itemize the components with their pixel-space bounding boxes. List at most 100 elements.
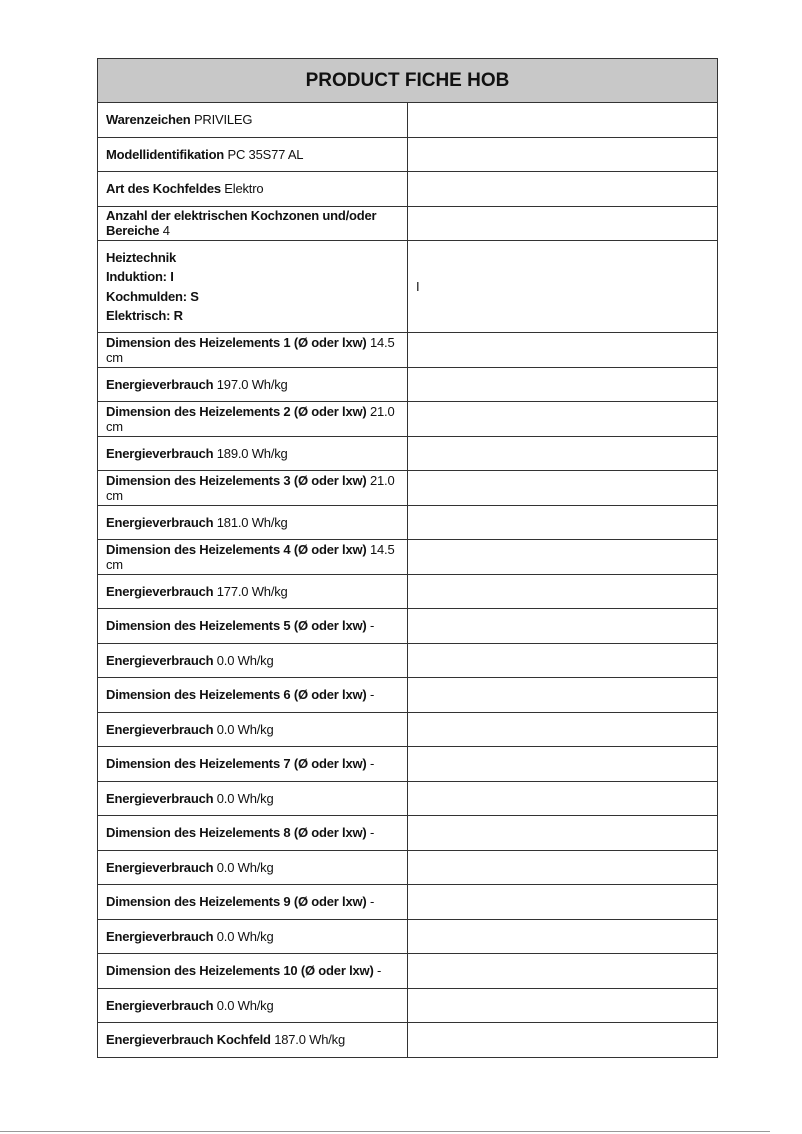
field-label: Energieverbrauch xyxy=(106,790,214,806)
field-label: Dimension des Heizelements 7 (Ø oder lxw… xyxy=(106,756,367,772)
field-value: 181.0 Wh/kg xyxy=(216,514,288,530)
value-cell xyxy=(407,171,718,207)
table-row: Energieverbrauch 0.0 Wh/kg xyxy=(97,780,718,816)
field-value: 187.0 Wh/kg xyxy=(274,1032,345,1048)
value-cell xyxy=(407,884,718,920)
value-cell xyxy=(407,677,718,713)
table-row: Dimension des Heizelements 8 (Ø oder lxw… xyxy=(97,815,718,851)
table-row: Energieverbrauch 197.0 Wh/kg xyxy=(97,366,718,402)
label-cell: Anzahl der elektrischen Kochzonen und/od… xyxy=(97,205,408,241)
table-row: Dimension des Heizelements 1 (Ø oder lxw… xyxy=(97,332,718,368)
field-value: - xyxy=(369,618,375,634)
table-row: Energieverbrauch 0.0 Wh/kg xyxy=(97,987,718,1023)
field-label: Anzahl der elektrischen Kochzonen und/od… xyxy=(106,208,377,239)
table-row: Dimension des Heizelements 10 (Ø oder lx… xyxy=(97,953,718,989)
field-value: 0.0 Wh/kg xyxy=(216,859,274,875)
label-cell: Energieverbrauch 0.0 Wh/kg xyxy=(97,711,408,747)
value-cell xyxy=(407,711,718,747)
field-label: Warenzeichen xyxy=(106,112,191,128)
field-value: Elektro xyxy=(224,181,264,197)
field-value: 197.0 Wh/kg xyxy=(216,376,288,392)
product-fiche-table: PRODUCT FICHE HOB Warenzeichen PRIVILEG M… xyxy=(97,58,718,1058)
table-row: Dimension des Heizelements 2 (Ø oder lxw… xyxy=(97,401,718,437)
value-cell xyxy=(407,642,718,678)
table-row: Energieverbrauch 189.0 Wh/kg xyxy=(97,435,718,471)
field-value: 177.0 Wh/kg xyxy=(216,583,288,599)
label-cell: Energieverbrauch 0.0 Wh/kg xyxy=(97,918,408,954)
table-body: Warenzeichen PRIVILEG Modellidentifikatio… xyxy=(97,102,718,1058)
table-row: Energieverbrauch Kochfeld 187.0 Wh/kg xyxy=(97,1022,718,1058)
label-cell: Dimension des Heizelements 8 (Ø oder lxw… xyxy=(97,815,408,851)
label-cell: Energieverbrauch 181.0 Wh/kg xyxy=(97,504,408,540)
field-label: Dimension des Heizelements 10 (Ø oder lx… xyxy=(106,963,374,979)
field-label: Energieverbrauch xyxy=(106,997,214,1013)
field-value: 0.0 Wh/kg xyxy=(216,997,274,1013)
label-cell: Dimension des Heizelements 7 (Ø oder lxw… xyxy=(97,746,408,782)
value-cell xyxy=(407,849,718,885)
heating-line: Heiztechnik xyxy=(106,249,177,265)
field-label: Dimension des Heizelements 1 (Ø oder lxw… xyxy=(106,334,367,350)
label-cell: Energieverbrauch 0.0 Wh/kg xyxy=(97,987,408,1023)
table-title: PRODUCT FICHE HOB xyxy=(97,58,718,103)
label-cell: Energieverbrauch 197.0 Wh/kg xyxy=(97,366,408,402)
value-cell xyxy=(407,1022,718,1058)
field-value: 0.0 Wh/kg xyxy=(216,928,274,944)
table-row: Energieverbrauch 0.0 Wh/kg xyxy=(97,849,718,885)
field-value: 4 xyxy=(162,223,170,239)
label-cell: Energieverbrauch 0.0 Wh/kg xyxy=(97,849,408,885)
value-cell xyxy=(407,205,718,241)
table-row: Dimension des Heizelements 9 (Ø oder lxw… xyxy=(97,884,718,920)
table-row: Energieverbrauch 0.0 Wh/kg xyxy=(97,711,718,747)
label-cell: Warenzeichen PRIVILEG xyxy=(97,102,408,138)
field-value: 14.5 cm xyxy=(106,541,395,572)
heating-line: Induktion: I xyxy=(106,269,174,284)
page-footer-divider xyxy=(0,1131,770,1132)
value-cell xyxy=(407,608,718,644)
value-cell xyxy=(407,815,718,851)
table-row: Dimension des Heizelements 4 (Ø oder lxw… xyxy=(97,539,718,575)
table-row: Energieverbrauch 0.0 Wh/kg xyxy=(97,918,718,954)
table-row: Modellidentifikation PC 35S77 AL xyxy=(97,136,718,172)
heating-value-cell: I xyxy=(407,240,718,333)
field-value: 0.0 Wh/kg xyxy=(216,790,274,806)
field-value: - xyxy=(377,963,382,979)
field-label: Dimension des Heizelements 6 (Ø oder lxw… xyxy=(106,687,367,703)
field-label: Energieverbrauch xyxy=(106,583,214,599)
field-value: - xyxy=(369,687,375,703)
value-cell xyxy=(407,573,718,609)
label-cell: Dimension des Heizelements 1 (Ø oder lxw… xyxy=(97,332,408,368)
table-row: Energieverbrauch 177.0 Wh/kg xyxy=(97,573,718,609)
value-cell xyxy=(407,332,718,368)
table-row: Dimension des Heizelements 6 (Ø oder lxw… xyxy=(97,677,718,713)
field-value: 21.0 cm xyxy=(106,472,395,503)
field-label: Energieverbrauch xyxy=(106,514,214,530)
value-cell xyxy=(407,987,718,1023)
label-cell: Dimension des Heizelements 2 (Ø oder lxw… xyxy=(97,401,408,437)
value-cell xyxy=(407,953,718,989)
value-cell xyxy=(407,504,718,540)
value-cell xyxy=(407,102,718,138)
field-label: Energieverbrauch xyxy=(106,721,214,737)
heating-label-cell: Heiztechnik Induktion: I Kochmulden: S Elek… xyxy=(97,240,408,333)
field-label: Dimension des Heizelements 9 (Ø oder lxw… xyxy=(106,894,367,910)
field-value: 14.5 cm xyxy=(106,334,395,365)
label-cell: Modellidentifikation PC 35S77 AL xyxy=(97,136,408,172)
label-cell: Energieverbrauch Kochfeld 187.0 Wh/kg xyxy=(97,1022,408,1058)
heating-line: Kochmulden: S xyxy=(106,288,199,304)
field-label: Energieverbrauch xyxy=(106,928,214,944)
label-cell: Dimension des Heizelements 5 (Ø oder lxw… xyxy=(97,608,408,644)
table-row: Warenzeichen PRIVILEG xyxy=(97,102,718,138)
field-label: Energieverbrauch xyxy=(106,376,214,392)
field-value: 0.0 Wh/kg xyxy=(216,721,274,737)
label-cell: Dimension des Heizelements 9 (Ø oder lxw… xyxy=(97,884,408,920)
heating-line: Elektrisch: R xyxy=(106,308,183,323)
field-value: PC 35S77 AL xyxy=(227,146,304,162)
field-value: 0.0 Wh/kg xyxy=(216,652,274,668)
field-label: Energieverbrauch Kochfeld xyxy=(106,1032,271,1048)
field-value: 189.0 Wh/kg xyxy=(216,445,288,461)
field-value: - xyxy=(369,894,375,910)
value-cell xyxy=(407,470,718,506)
value-cell xyxy=(407,435,718,471)
label-cell: Energieverbrauch 177.0 Wh/kg xyxy=(97,573,408,609)
field-label: Dimension des Heizelements 8 (Ø oder lxw… xyxy=(106,825,367,841)
